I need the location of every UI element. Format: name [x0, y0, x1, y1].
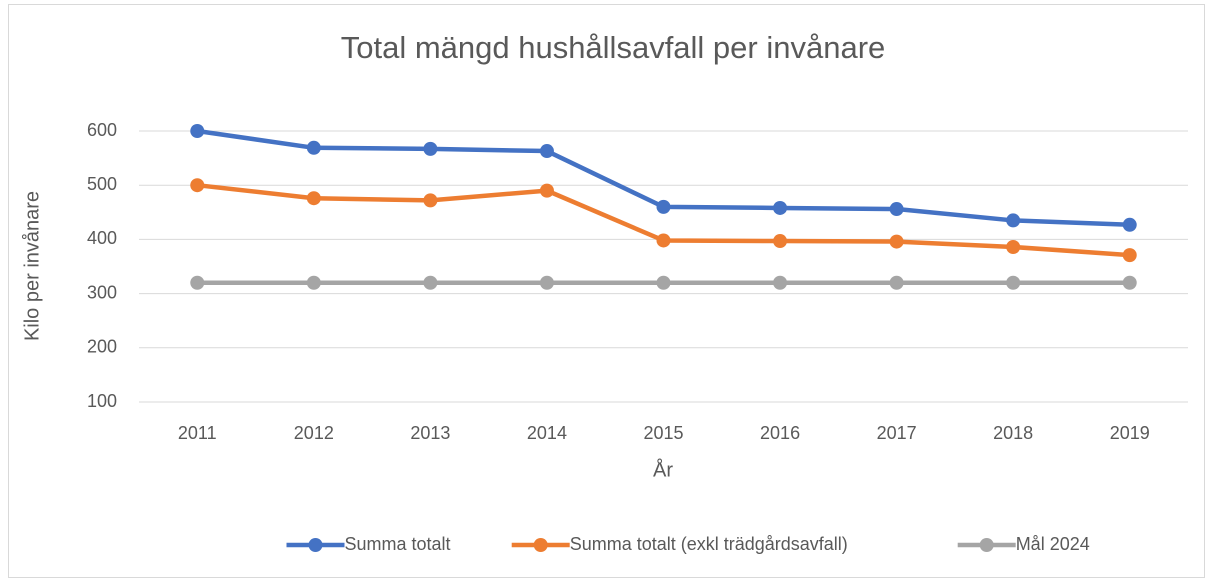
data-point — [190, 178, 205, 193]
data-point — [423, 193, 438, 208]
data-point — [889, 202, 904, 217]
data-point — [539, 183, 554, 198]
x-tick-label: 2011 — [178, 423, 217, 443]
chart-title: Total mängd hushållsavfall per invånare — [341, 30, 886, 65]
x-tick-label: 2012 — [294, 423, 334, 443]
legend-marker — [308, 538, 323, 552]
data-point — [656, 275, 671, 290]
data-point — [656, 199, 671, 214]
data-point — [1122, 248, 1137, 263]
chart-border — [8, 4, 1205, 578]
legend-marker — [533, 538, 548, 552]
x-axis-label: År — [653, 458, 673, 481]
legend-label: Mål 2024 — [1016, 534, 1090, 554]
data-point — [306, 275, 321, 290]
x-tick-label: 2016 — [760, 423, 800, 443]
data-point — [1006, 213, 1021, 228]
x-tick-label: 2014 — [527, 423, 567, 443]
data-point — [889, 275, 904, 290]
data-point — [1006, 239, 1021, 254]
legend-label: Summa totalt — [345, 534, 451, 554]
data-point — [1006, 275, 1021, 290]
y-axis-label: Kilo per invånare — [21, 191, 43, 341]
x-tick-label: 2019 — [1110, 423, 1150, 443]
y-tick-label: 300 — [87, 282, 117, 302]
data-point — [423, 275, 438, 290]
x-tick-label: 2013 — [410, 423, 450, 443]
y-tick-label: 200 — [87, 337, 117, 357]
data-point — [306, 140, 321, 155]
data-point — [306, 191, 321, 206]
y-tick-label: 100 — [87, 391, 117, 411]
data-point — [423, 141, 438, 156]
data-point — [773, 234, 788, 249]
data-point — [190, 275, 205, 290]
y-tick-label: 600 — [87, 120, 117, 140]
data-point — [656, 233, 671, 248]
data-point — [773, 200, 788, 215]
x-tick-label: 2015 — [643, 423, 683, 443]
y-tick-label: 400 — [87, 228, 117, 248]
data-point — [190, 124, 205, 138]
data-point — [1122, 217, 1137, 232]
data-point — [539, 275, 554, 290]
y-tick-label: 500 — [87, 174, 117, 194]
data-point — [539, 144, 554, 159]
data-point — [1122, 275, 1137, 290]
legend-marker — [979, 538, 994, 552]
x-tick-label: 2018 — [993, 423, 1033, 443]
legend-label: Summa totalt (exkl trädgårdsavfall) — [570, 534, 848, 554]
x-tick-label: 2017 — [877, 423, 917, 443]
data-point — [889, 234, 904, 249]
data-point — [773, 275, 788, 290]
